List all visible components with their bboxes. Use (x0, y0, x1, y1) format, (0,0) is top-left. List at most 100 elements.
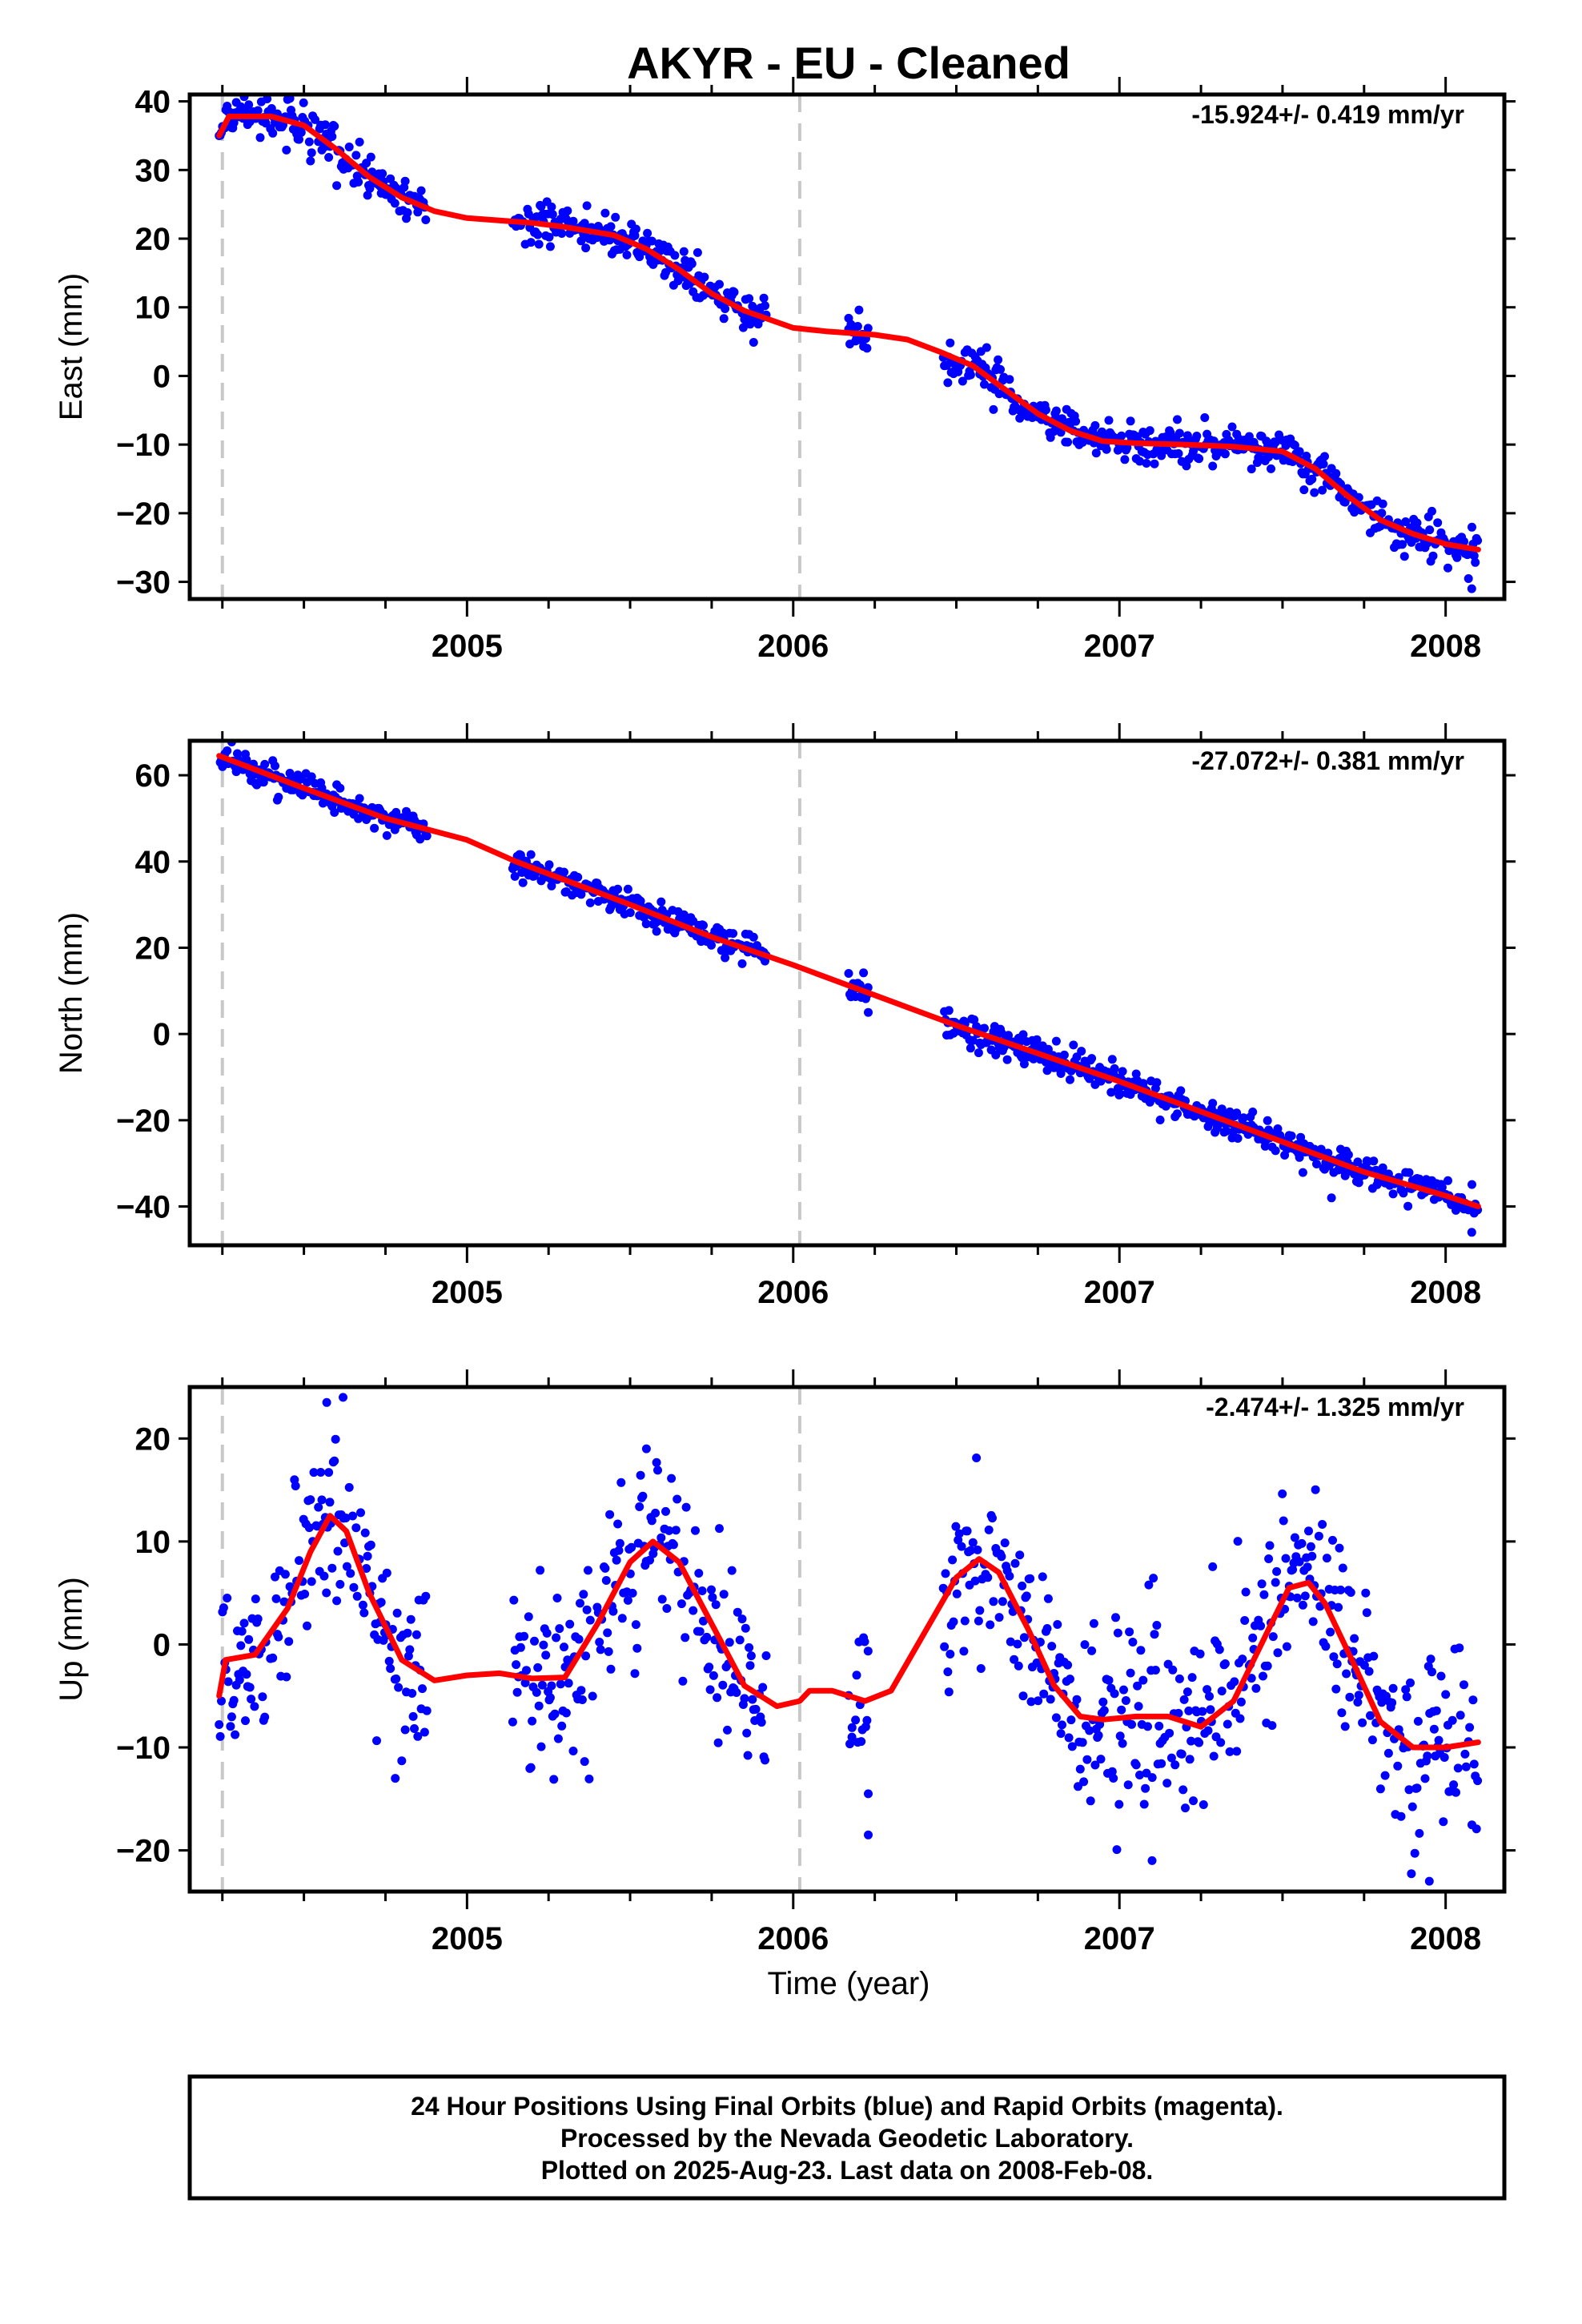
data-point (718, 1680, 728, 1690)
data-point (721, 304, 730, 313)
data-point (307, 148, 316, 158)
data-point (518, 878, 528, 887)
data-point (1425, 525, 1435, 535)
data-point (742, 1728, 752, 1738)
data-point (645, 1555, 654, 1565)
data-point (1066, 1066, 1076, 1076)
data-point (854, 305, 864, 315)
data-point (314, 1502, 323, 1512)
data-point (410, 1724, 419, 1733)
footer-box: 24 Hour Positions Using Final Orbits (bl… (187, 2074, 1507, 2201)
data-point (1217, 1687, 1227, 1696)
data-point (250, 1702, 259, 1711)
data-point (1010, 1558, 1020, 1568)
plot-frame (187, 738, 1507, 1248)
data-point (1063, 437, 1073, 447)
data-point (536, 1566, 545, 1575)
data-point (1461, 1762, 1471, 1771)
data-point (544, 860, 554, 870)
data-point (1388, 1683, 1398, 1693)
data-point (951, 1522, 961, 1531)
data-point (303, 1621, 311, 1630)
data-point (403, 1628, 412, 1638)
data-point (725, 1638, 734, 1647)
data-point (348, 1511, 357, 1521)
data-point (1075, 1764, 1085, 1774)
y-tick-label: 30 (135, 153, 171, 188)
data-point (1125, 1627, 1134, 1637)
data-point (227, 1712, 236, 1722)
data-point (548, 210, 557, 219)
y-tick-label: 10 (135, 1525, 171, 1560)
data-point (613, 1519, 623, 1529)
data-point (944, 1006, 954, 1015)
data-point (568, 1747, 578, 1755)
data-point (253, 1614, 263, 1623)
chart-title: AKYR - EU - Cleaned (627, 38, 1070, 88)
data-point (1423, 1751, 1432, 1761)
data-point (239, 1618, 249, 1628)
data-point (1437, 1183, 1447, 1192)
data-point (1114, 1799, 1124, 1809)
data-point (365, 183, 375, 193)
data-point (715, 279, 724, 289)
data-point (1322, 1554, 1331, 1563)
data-point (1428, 551, 1438, 561)
data-point (662, 1604, 672, 1613)
data-point (1053, 1620, 1062, 1629)
data-point (404, 1651, 413, 1661)
data-point (1090, 420, 1100, 430)
data-point (982, 343, 991, 352)
data-point (1427, 506, 1436, 516)
data-point (561, 1708, 571, 1718)
data-point (406, 1614, 416, 1624)
data-point (260, 1712, 270, 1722)
plot-frame (187, 1385, 1507, 1894)
data-point (1127, 1719, 1136, 1729)
data-point (864, 1830, 873, 1839)
footer-line-1: 24 Hour Positions Using Final Orbits (bl… (411, 2092, 1283, 2121)
data-point (508, 1717, 517, 1727)
data-point (1034, 1696, 1043, 1706)
data-point (1264, 1554, 1274, 1563)
data-point (741, 1623, 750, 1633)
data-point (1152, 1078, 1162, 1088)
data-point (1208, 461, 1218, 471)
data-point (219, 1603, 228, 1613)
data-point (694, 1569, 704, 1578)
data-point (1443, 1176, 1452, 1185)
data-point (547, 881, 556, 891)
data-point (325, 1498, 335, 1507)
data-point (625, 908, 635, 918)
data-point (397, 1756, 407, 1766)
data-point (1168, 1665, 1178, 1675)
data-point (584, 1774, 594, 1783)
data-point (1413, 1716, 1423, 1726)
data-point (1165, 1728, 1174, 1738)
data-point (596, 1645, 605, 1655)
data-point (235, 1675, 244, 1685)
data-point (1107, 1767, 1117, 1776)
data-point (547, 1681, 556, 1691)
data-point (853, 322, 862, 331)
data-point (533, 1663, 543, 1672)
data-point (579, 1590, 588, 1599)
data-point (1059, 1050, 1069, 1059)
data-point (1174, 1708, 1183, 1718)
data-point (382, 1568, 391, 1578)
data-point (1403, 1201, 1413, 1211)
y-tick-label: 60 (135, 758, 171, 794)
data-point (327, 1563, 337, 1573)
data-point (1056, 1069, 1066, 1078)
data-point (943, 378, 953, 388)
data-point (339, 1393, 347, 1402)
data-point (555, 1624, 564, 1634)
data-point (984, 1525, 994, 1534)
data-point (595, 1638, 604, 1647)
data-point (556, 1679, 565, 1689)
data-point (307, 772, 316, 782)
data-point (1329, 1652, 1339, 1662)
data-point (580, 1757, 589, 1767)
data-point (746, 1651, 756, 1661)
data-point (745, 1661, 755, 1671)
